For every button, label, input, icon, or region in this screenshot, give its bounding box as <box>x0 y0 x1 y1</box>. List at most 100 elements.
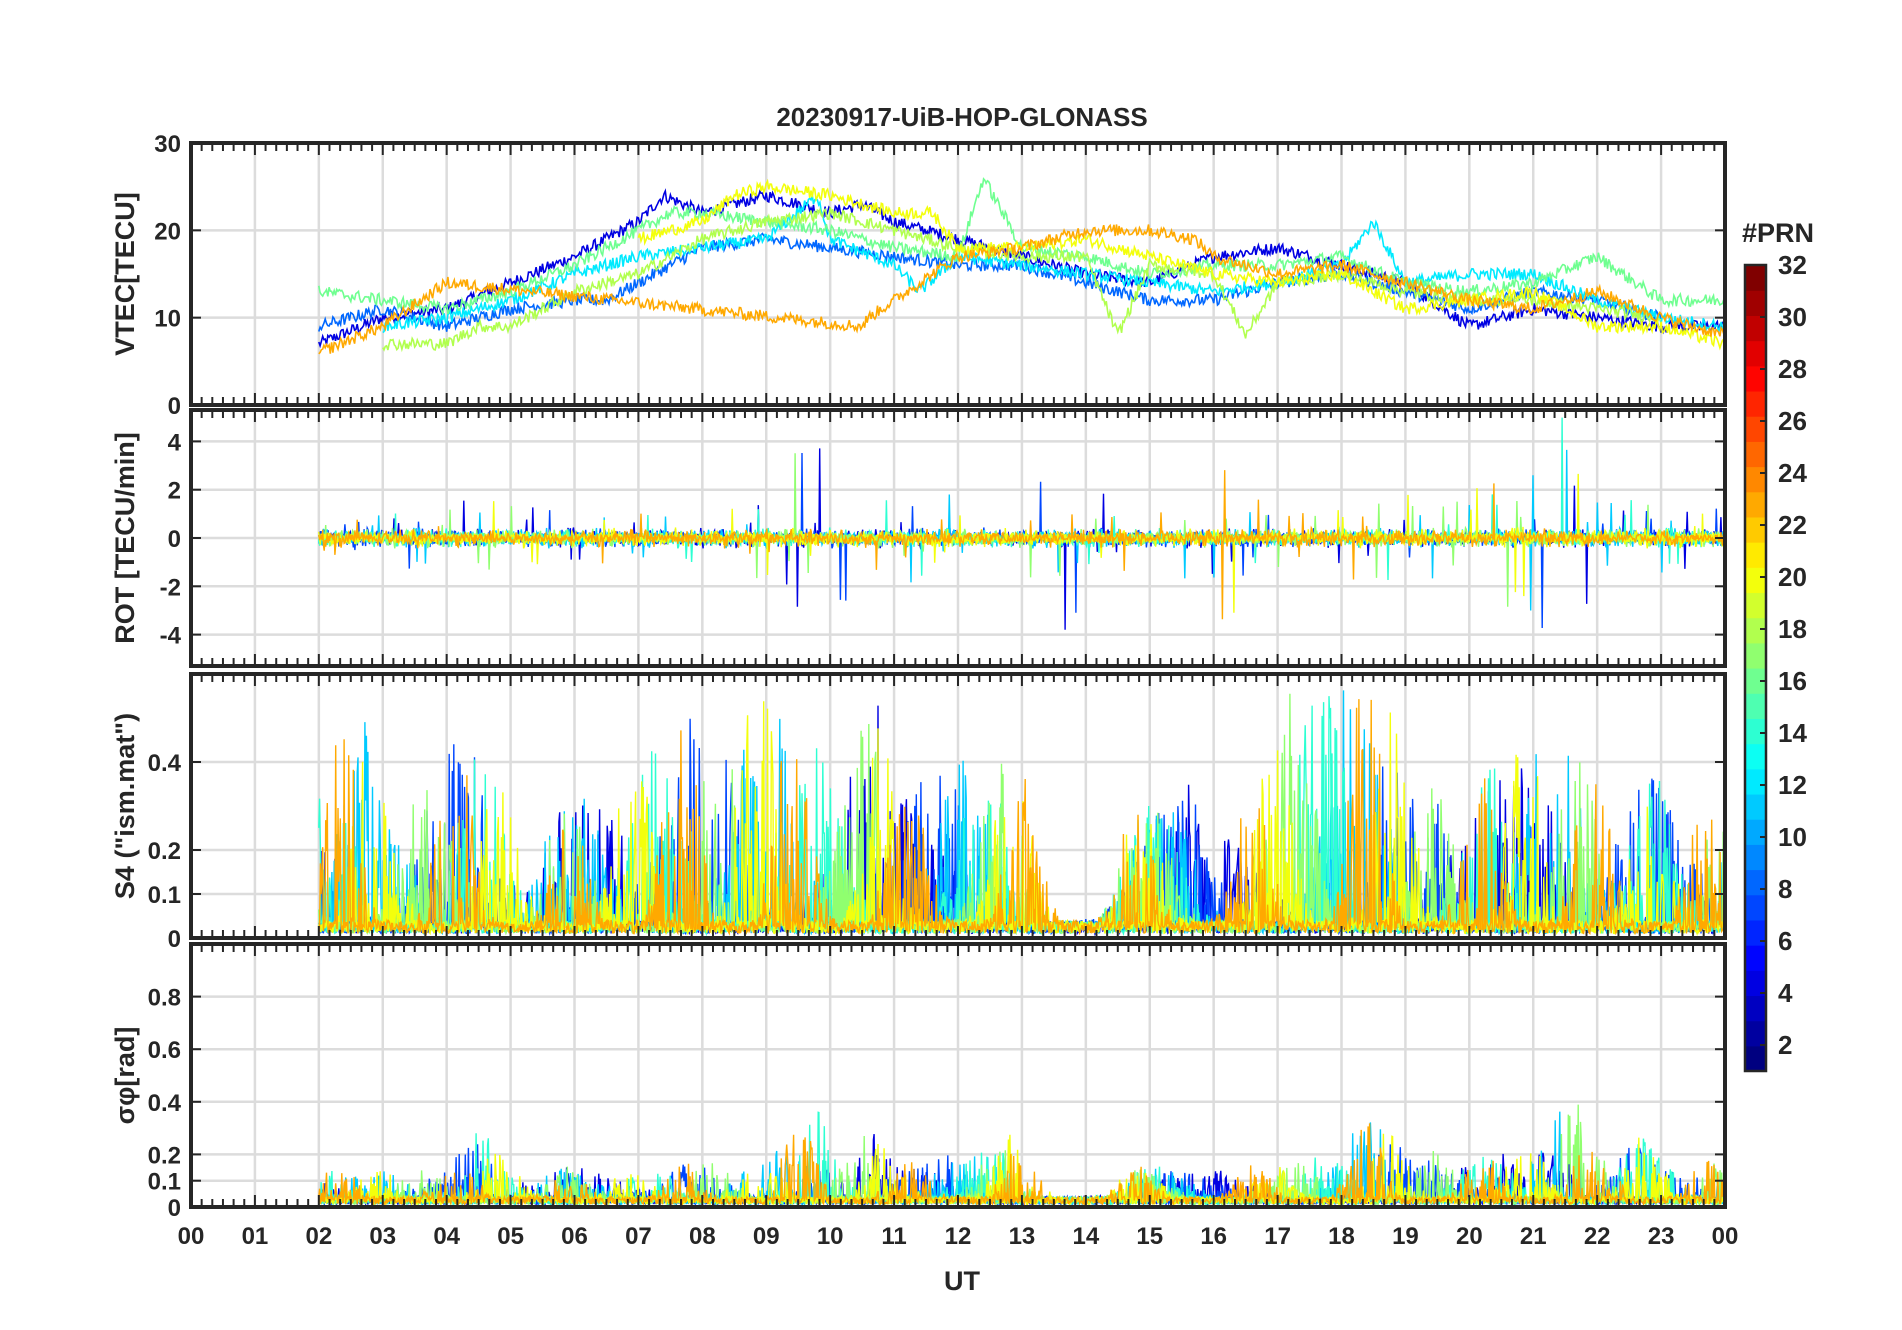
colorbar-segment <box>1745 516 1766 543</box>
colorbar-segment <box>1745 919 1766 946</box>
colorbar-tick-label: 8 <box>1778 874 1792 904</box>
colorbar-segment <box>1745 743 1766 770</box>
x-tick-label: 21 <box>1520 1223 1547 1250</box>
colorbar-segment <box>1745 390 1766 417</box>
y-tick-label: 0.6 <box>148 1037 181 1064</box>
panel-4: 00.10.2 0.4 0.6 0.8 σφ[rad] <box>110 942 1727 1222</box>
colorbar-tick-label: 4 <box>1778 978 1793 1008</box>
x-tick-label: 15 <box>1136 1223 1163 1250</box>
series-line-prn-23 <box>318 470 1725 620</box>
colorbar-tick-label: 24 <box>1778 458 1807 488</box>
y-axis-label: σφ[rad] <box>110 1027 140 1125</box>
x-tick-label: 23 <box>1648 1223 1675 1250</box>
colorbar-segment <box>1745 894 1766 921</box>
x-tick-label: 06 <box>561 1223 588 1250</box>
y-tick-label: 0.4 <box>148 750 182 777</box>
colorbar-segment <box>1745 265 1766 291</box>
x-minor-ticks <box>190 143 1726 405</box>
y-tick-label: 0.1 <box>148 882 181 909</box>
colorbar-frame <box>1743 263 1768 1073</box>
colorbar-segment <box>1745 768 1766 795</box>
x-tick-label: 09 <box>753 1223 780 1250</box>
x-tick-label: 14 <box>1072 1223 1099 1250</box>
colorbar-tick-label: 20 <box>1778 562 1807 592</box>
x-tick-label: 00 <box>178 1223 205 1250</box>
colorbar-tick-label: 26 <box>1778 406 1807 436</box>
x-tick-label: 16 <box>1200 1223 1227 1250</box>
colorbar-tick-label: 6 <box>1778 926 1792 956</box>
panel-2: -4 -2 0 2 4 ROT [TECU/min] <box>110 408 1727 668</box>
y-tick-label: 20 <box>154 218 181 245</box>
x-tick-label: 11 <box>881 1223 906 1250</box>
colorbar-segment <box>1745 819 1766 845</box>
x-tick-label: 01 <box>242 1223 269 1250</box>
plot-area <box>318 417 1725 630</box>
x-tick-label: 00 <box>1712 1223 1739 1250</box>
colorbar-segment <box>1745 466 1766 493</box>
y-axis-label: ROT [TECU/min] <box>110 432 140 643</box>
x-tick-label: 17 <box>1264 1223 1291 1250</box>
colorbar-segment <box>1745 592 1766 619</box>
colorbar-tick-label: 30 <box>1778 302 1807 332</box>
colorbar-tick-label: 12 <box>1778 770 1807 800</box>
panel-3: 0 0.1 0.2 0.4 S4 ("ism.mat") <box>110 672 1727 953</box>
colorbar-segment <box>1745 945 1766 971</box>
y-tick-label: 0 <box>168 1195 181 1222</box>
y-tick-label: 30 <box>154 131 181 158</box>
colorbar-segment <box>1745 970 1766 997</box>
y-tick-label: 0 <box>168 393 181 420</box>
colorbar-segment <box>1745 416 1766 442</box>
x-tick-label: 20 <box>1456 1223 1483 1250</box>
y-tick-label: 2 <box>168 478 181 505</box>
colorbar-segment <box>1745 668 1766 694</box>
y-tick-label: 0.1 <box>148 1169 181 1196</box>
x-tick-label: 08 <box>689 1223 716 1250</box>
colorbar-segment <box>1745 1020 1766 1047</box>
y-tick-label: -4 <box>160 623 182 650</box>
x-tick-label: 02 <box>305 1223 332 1250</box>
series-line-prn-4 <box>318 188 1725 349</box>
x-minor-ticks <box>190 674 1726 938</box>
colorbar-segment <box>1745 642 1766 669</box>
x-tick-label: 13 <box>1009 1223 1036 1250</box>
colorbar-segment <box>1745 340 1766 367</box>
colorbar-tick-label: 2 <box>1778 1030 1792 1060</box>
series-line-prn-20 <box>637 178 1725 351</box>
colorbar-segment <box>1745 315 1766 342</box>
colorbar-segment <box>1745 869 1766 896</box>
colorbar-tick-label: 22 <box>1778 510 1807 540</box>
x-axis-label: UT <box>944 1266 980 1296</box>
x-tick-label: 19 <box>1392 1223 1419 1250</box>
y-tick-label: 10 <box>154 306 181 333</box>
y-tick-label: 4 <box>168 429 182 456</box>
series-line-prn-23 <box>318 223 1725 355</box>
x-tick-label: 03 <box>369 1223 396 1250</box>
x-minor-ticks <box>190 410 1726 666</box>
x-tick-label: 04 <box>433 1223 460 1250</box>
colorbar-segment <box>1745 542 1766 568</box>
panel-1: 0 10 20 30 VTEC[TECU] <box>110 131 1727 420</box>
x-tick-labels: 00 01 02 03 04 05 06 07 08 09 10 11 12 13 14 15 16 17 18 19… <box>178 1223 1739 1250</box>
colorbar-segment <box>1745 290 1766 316</box>
colorbar-tick-label: 28 <box>1778 354 1807 384</box>
x-minor-ticks <box>190 944 1726 1207</box>
colorbar-segment <box>1745 718 1766 745</box>
y-tick-label: -2 <box>160 574 181 601</box>
colorbar-segment <box>1745 995 1766 1022</box>
y-tick-label: 0.2 <box>148 838 181 865</box>
y-tick-label: 0.4 <box>148 1090 182 1117</box>
y-tick-label: 0 <box>168 926 181 953</box>
plot-area <box>318 177 1725 355</box>
y-tick-label: 0.8 <box>148 985 181 1012</box>
colorbar-tick-label: 18 <box>1778 614 1807 644</box>
colorbar-segment <box>1745 617 1766 644</box>
colorbar-segment <box>1745 441 1766 468</box>
colorbar-tick-label: 10 <box>1778 822 1807 852</box>
x-tick-label: 12 <box>945 1223 972 1250</box>
x-tick-label: 10 <box>817 1223 844 1250</box>
colorbar-segment <box>1745 567 1766 594</box>
colorbar-segment <box>1745 693 1766 719</box>
